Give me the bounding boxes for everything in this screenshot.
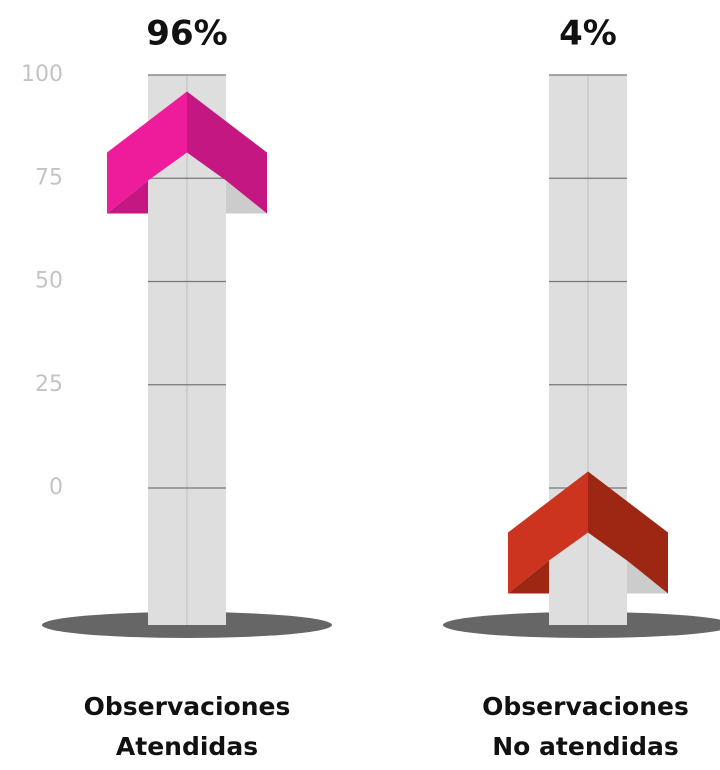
arrow-shade <box>107 180 148 214</box>
arrow-left <box>508 471 588 594</box>
value-label: 4% <box>559 14 617 54</box>
value-label: 96% <box>146 14 227 54</box>
arrow-right <box>187 91 267 214</box>
arrow <box>107 91 267 214</box>
y-tick-label: 100 <box>21 62 63 87</box>
y-tick-label: 25 <box>35 372 63 397</box>
arrow-shade <box>226 180 267 214</box>
arrow <box>508 471 668 594</box>
y-tick-label: 50 <box>35 269 63 294</box>
arrow-right <box>588 471 668 594</box>
y-tick-label: 75 <box>35 165 63 190</box>
arrow-left <box>107 91 187 214</box>
arrow-shade <box>508 560 549 594</box>
category-label: Observaciones Atendidas <box>83 692 291 761</box>
category-label: Observaciones No atendidas <box>482 692 689 761</box>
y-tick-label: 0 <box>49 475 63 500</box>
arrow-shade <box>627 560 668 594</box>
